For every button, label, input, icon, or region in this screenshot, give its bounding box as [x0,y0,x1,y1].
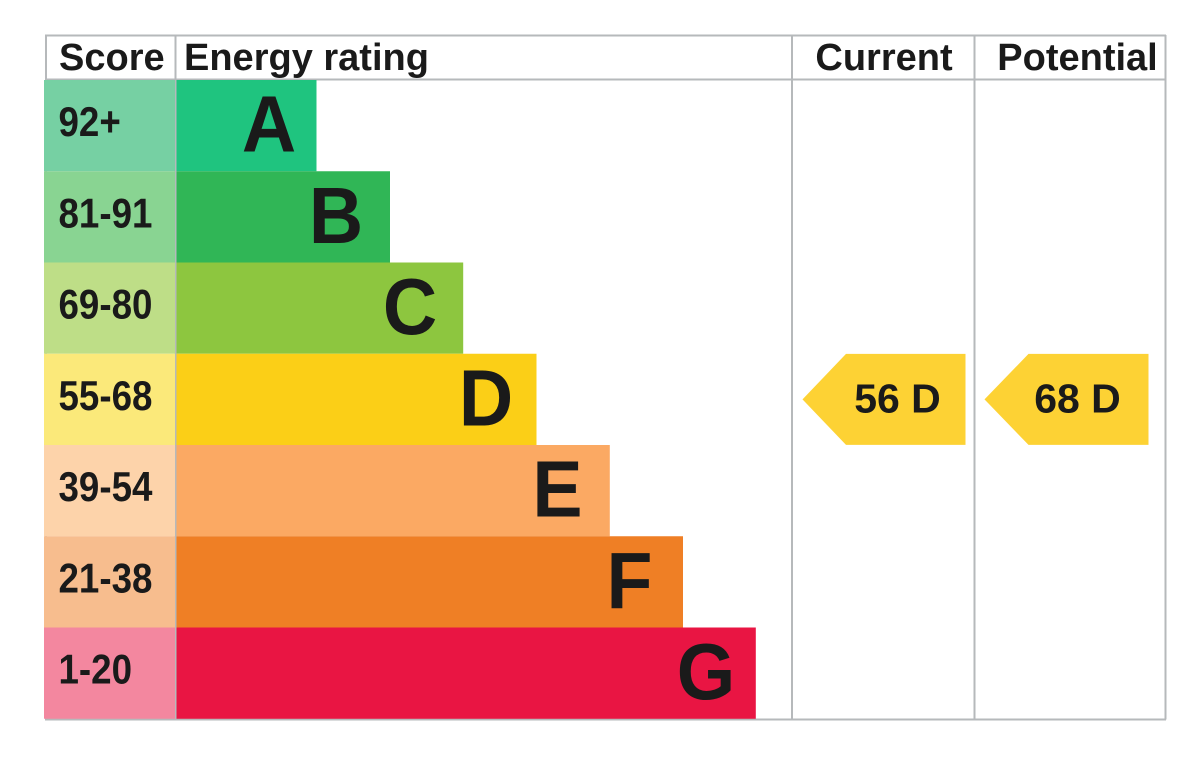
svg-text:Energy rating: Energy rating [184,37,429,79]
svg-text:69-80: 69-80 [59,281,153,328]
svg-text:56 D: 56 D [854,376,941,422]
svg-text:B: B [309,172,363,261]
svg-text:55-68: 55-68 [59,373,153,420]
svg-text:92+: 92+ [59,99,121,146]
svg-text:Score: Score [59,37,165,79]
svg-text:E: E [532,445,582,534]
svg-text:G: G [677,628,735,717]
svg-text:68 D: 68 D [1034,376,1121,422]
svg-text:C: C [383,263,437,352]
svg-text:39-54: 39-54 [59,464,153,511]
svg-text:Potential: Potential [997,37,1157,79]
svg-text:1-20: 1-20 [59,646,133,693]
svg-text:A: A [242,80,296,169]
svg-text:Current: Current [815,37,953,79]
svg-text:F: F [607,537,653,626]
svg-text:21-38: 21-38 [59,555,153,602]
svg-text:D: D [459,354,513,443]
svg-text:81-91: 81-91 [59,190,153,237]
